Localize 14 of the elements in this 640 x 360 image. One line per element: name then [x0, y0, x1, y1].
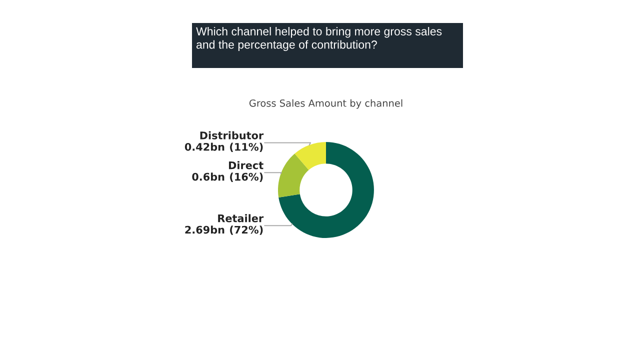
text: (72%): [230, 226, 263, 235]
donut-slice: [294, 142, 326, 170]
text: (11%): [230, 142, 263, 152]
data-label: 0.42bn: [184, 142, 224, 151]
donut-slice: [278, 142, 374, 238]
slice-label: Retailer: [218, 214, 264, 222]
text: (16%): [230, 172, 263, 182]
data-label: 2.69bn: [185, 226, 224, 234]
chart-title: Which channel helped to bring more gross sales and the percentage of contribution?: [196, 27, 442, 51]
chart-subtitle: Gross Sales Amount by channel: [249, 99, 402, 109]
slice-label: Direct: [228, 161, 264, 170]
donut-slice: [278, 154, 309, 198]
data-label: 0.6bn: [192, 172, 224, 181]
slice-label: Distributor: [200, 131, 264, 140]
